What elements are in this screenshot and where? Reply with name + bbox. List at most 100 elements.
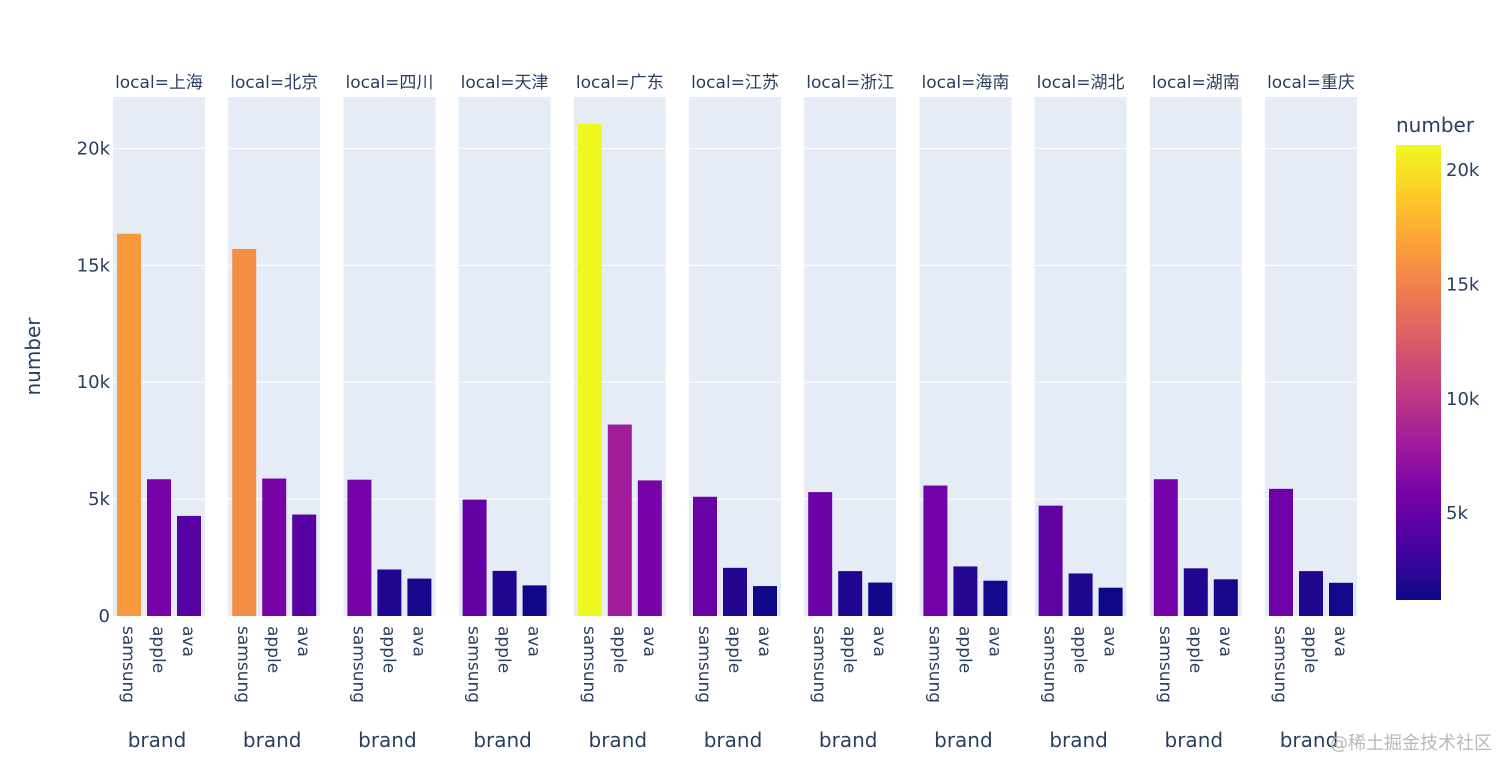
facet-1-bar-apple[interactable] [262,478,287,616]
x-tick-label: apple [1300,626,1320,673]
facet-7-bar-ava[interactable] [983,580,1008,616]
facet-6-bar-samsung[interactable] [808,492,833,616]
facet-4-bar-samsung[interactable] [577,123,602,616]
x-tick-label: apple [263,626,283,673]
x-tick-label: samsung [579,626,599,703]
y-tick-label: 20k [77,138,111,159]
x-tick-label: samsung [233,626,253,703]
facet-7-bar-apple[interactable] [953,566,978,616]
x-tick-label: apple [494,626,514,673]
x-tick-label: samsung [1155,626,1175,703]
facet-9-x-axis-title: brand [1165,728,1224,752]
facet-0-bar-samsung[interactable] [117,233,141,616]
facet-10-bar-samsung[interactable] [1269,488,1293,616]
facet-8-bar-samsung[interactable] [1038,505,1063,616]
facet-9-bar-apple[interactable] [1183,568,1208,616]
x-tick-label: ava [524,626,544,657]
facet-1-bar-ava[interactable] [292,514,317,616]
facet-5-bar-samsung[interactable] [693,496,717,616]
facet-5-title: local=江苏 [691,73,779,93]
facet-1-x-axis-title: brand [243,728,302,752]
x-tick-label: apple [839,626,859,673]
facet-4-title: local=广东 [576,73,664,93]
x-tick-label: samsung [809,626,829,703]
x-tick-label: ava [293,626,313,657]
x-tick-label: ava [178,626,198,657]
facet-10-title: local=重庆 [1267,73,1355,93]
y-tick-label: 10k [77,372,111,393]
x-tick-label: samsung [348,626,368,703]
facet-9-bar-ava[interactable] [1213,579,1238,616]
facet-7-bar-samsung[interactable] [923,485,948,616]
x-tick-label: samsung [1040,626,1060,703]
facet-2-bar-apple[interactable] [377,569,402,616]
x-tick-label: ava [754,626,774,657]
facet-6-title: local=浙江 [806,73,894,93]
x-tick-label: apple [609,626,629,673]
x-tick-label: samsung [694,626,714,703]
facet-7-x-axis-title: brand [934,728,993,752]
x-tick-label: ava [408,626,428,657]
colorbar-tick-label: 20k [1446,160,1480,181]
x-tick-label: ava [1100,626,1120,657]
facet-0-x-axis-title: brand [128,728,187,752]
facet-4-bar-apple[interactable] [607,424,632,616]
facet-3-bar-apple[interactable] [492,570,517,616]
facet-10-bar-apple[interactable] [1299,571,1323,616]
facet-6-bar-ava[interactable] [868,582,893,616]
facet-3-x-axis-title: brand [473,728,532,752]
facet-6-bar-apple[interactable] [838,571,863,616]
facet-6-x-axis-title: brand [819,728,878,752]
x-tick-label: samsung [464,626,484,703]
facet-0-bar-apple[interactable] [147,479,171,616]
facet-8-bar-ava[interactable] [1098,587,1123,616]
facet-3-bar-ava[interactable] [522,585,547,616]
x-tick-label: apple [1070,626,1090,673]
facet-8-bar-apple[interactable] [1068,573,1093,616]
facet-5-bar-ava[interactable] [753,586,777,616]
y-tick-label: 0 [99,606,110,627]
y-axis-title: number [21,317,45,396]
colorbar [1396,145,1441,600]
facet-2-title: local=四川 [345,73,433,93]
x-tick-label: apple [954,626,974,673]
x-tick-label: apple [148,626,168,673]
colorbar-tick-label: 10k [1446,389,1480,410]
facet-3-title: local=天津 [461,73,549,93]
facet-5-bar-apple[interactable] [723,567,747,616]
facet-4-bar-ava[interactable] [637,480,662,616]
x-tick-label: ava [1215,626,1235,657]
y-tick-label: 5k [88,489,110,510]
facet-5-x-axis-title: brand [704,728,763,752]
x-tick-label: apple [378,626,398,673]
facet-3-bar-samsung[interactable] [462,499,487,616]
x-tick-label: ava [639,626,659,657]
facet-8-title: local=湖北 [1037,73,1125,93]
facet-0-bar-ava[interactable] [177,515,201,616]
facet-0-title: local=上海 [115,73,203,93]
colorbar-title: number [1396,113,1475,137]
facet-9-title: local=湖南 [1152,73,1240,93]
y-tick-label: 15k [77,255,111,276]
facet-8-x-axis-title: brand [1049,728,1108,752]
watermark: @稀土掘金技术社区 [1330,733,1492,754]
x-tick-label: ava [984,626,1004,657]
x-tick-label: apple [1185,626,1205,673]
facet-4-x-axis-title: brand [589,728,648,752]
x-tick-label: samsung [924,626,944,703]
facet-2-bar-samsung[interactable] [347,479,372,616]
facet-9-bar-samsung[interactable] [1153,479,1178,616]
facet-2-x-axis-title: brand [358,728,417,752]
x-tick-label: samsung [118,626,138,703]
colorbar-tick-label: 15k [1446,274,1480,295]
facet-10-bar-ava[interactable] [1329,582,1353,616]
facet-1-bar-samsung[interactable] [232,248,257,616]
x-tick-label: samsung [1270,626,1290,703]
x-tick-label: ava [869,626,889,657]
facet-2-bar-ava[interactable] [407,578,432,616]
facet-7-title: local=海南 [921,73,1009,93]
facet-10-x-axis-title: brand [1280,728,1339,752]
x-tick-label: apple [724,626,744,673]
